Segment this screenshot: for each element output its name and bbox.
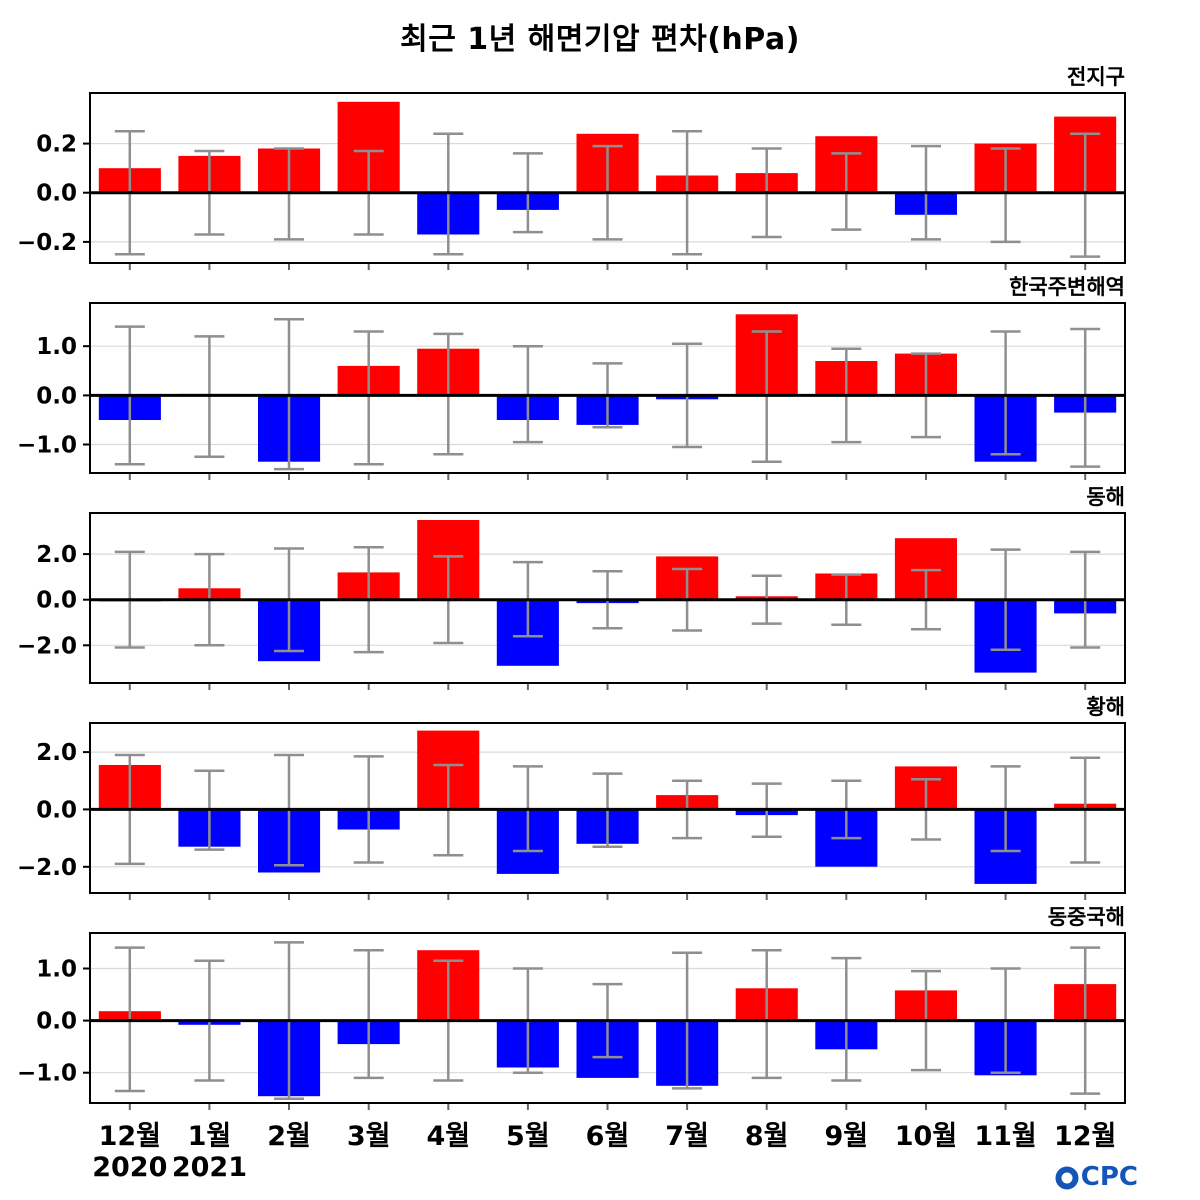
svg-text:2.0: 2.0: [36, 542, 77, 568]
x-tick-label: 12월: [1053, 1121, 1117, 1152]
panel-region-label: 한국주변해역: [1009, 275, 1125, 299]
svg-text:0.0: 0.0: [36, 383, 77, 409]
year-label: 2021: [171, 1152, 247, 1183]
panel-plot-east-sea: −2.0 0.0 2.0: [17, 512, 1126, 690]
svg-text:2.0: 2.0: [36, 740, 77, 766]
ocpc-logo: CPC: [1054, 1162, 1138, 1192]
svg-text:−1.0: −1.0: [17, 1061, 77, 1087]
svg-text:0.0: 0.0: [36, 181, 77, 207]
svg-text:0.0: 0.0: [36, 588, 77, 614]
x-tick-label: 7월: [665, 1121, 709, 1152]
panel-plot-global: −0.2 0.0 0.2: [17, 92, 1126, 270]
year-label: 2020: [92, 1152, 168, 1183]
x-tick-label: 5월: [506, 1121, 550, 1152]
x-tick-label: 3월: [346, 1121, 391, 1152]
panels-container: 전지구 −0.2 0.0 0.2 한국주변해역 −1.0 0.0 1.0 동해 −2.0…: [0, 62, 1200, 1112]
svg-text:1.0: 1.0: [36, 957, 77, 983]
x-tick-label: 11월: [974, 1121, 1037, 1152]
svg-text:0.2: 0.2: [36, 132, 77, 158]
year-labels: 2020 2021: [0, 1152, 1200, 1186]
x-tick-label: 8월: [744, 1121, 789, 1152]
x-tick-label: 2월: [267, 1121, 311, 1152]
svg-text:0.0: 0.0: [36, 797, 77, 823]
panel-plot-korea-seas: −1.0 0.0 1.0: [17, 302, 1126, 480]
svg-text:0.0: 0.0: [36, 1009, 77, 1035]
panel-korea-seas: 한국주변해역 −1.0 0.0 1.0: [0, 272, 1200, 482]
ocpc-logo-text: CPC: [1080, 1162, 1138, 1192]
x-axis-labels: 12월 1월 2월 3월 4월 5월 6월 7월 8월 9월 10월 11월 12월: [0, 1114, 1200, 1152]
panel-east-sea: 동해 −2.0 0.0 2.0: [0, 482, 1200, 692]
panel-east-china-sea: 동중국해 −1.0 0.0 1.0: [0, 902, 1200, 1112]
panel-plot-yellow-sea: −2.0 0.0 2.0: [17, 722, 1126, 900]
svg-text:−0.2: −0.2: [17, 230, 77, 256]
panel-plot-east-china-sea: −1.0 0.0 1.0: [17, 932, 1126, 1110]
panel-global: 전지구 −0.2 0.0 0.2: [0, 62, 1200, 272]
svg-text:−2.0: −2.0: [17, 633, 77, 659]
panel-region-label: 황해: [1086, 695, 1125, 719]
x-tick-label: 12월: [98, 1121, 162, 1152]
panel-region-label: 동중국해: [1047, 905, 1125, 929]
panel-region-label: 동해: [1086, 485, 1125, 509]
svg-text:−1.0: −1.0: [17, 433, 77, 459]
x-tick-label: 6월: [585, 1121, 630, 1152]
panel-region-label: 전지구: [1067, 65, 1125, 89]
svg-text:−2.0: −2.0: [17, 855, 77, 881]
x-tick-label: 9월: [824, 1121, 869, 1152]
ocpc-logo-ring-icon: [1055, 1166, 1079, 1190]
panel-yellow-sea: 황해 −2.0 0.0 2.0: [0, 692, 1200, 902]
x-tick-label: 1월: [187, 1121, 232, 1152]
x-tick-label: 10월: [894, 1121, 958, 1152]
chart-title: 최근 1년 해면기압 편차(hPa): [400, 22, 800, 57]
x-tick-label: 4월: [426, 1121, 471, 1152]
svg-text:1.0: 1.0: [36, 334, 77, 360]
